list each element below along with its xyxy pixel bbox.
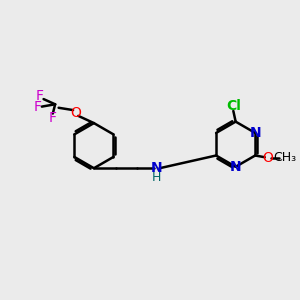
Text: O: O <box>70 106 81 120</box>
Text: N: N <box>150 161 162 175</box>
Text: N: N <box>230 160 242 174</box>
Text: F: F <box>48 111 56 125</box>
Text: F: F <box>33 100 41 114</box>
Text: O: O <box>262 151 273 165</box>
Text: N: N <box>249 126 261 140</box>
Text: Cl: Cl <box>226 99 241 113</box>
Text: F: F <box>36 89 44 103</box>
Text: CH₃: CH₃ <box>273 151 296 164</box>
Text: H: H <box>152 171 161 184</box>
